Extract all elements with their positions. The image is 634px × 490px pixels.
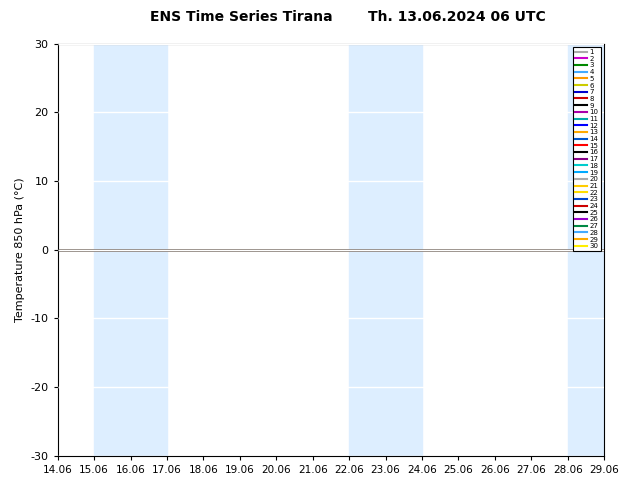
Bar [567, 44, 604, 456]
Text: ENS Time Series Tirana: ENS Time Series Tirana [150, 10, 332, 24]
Y-axis label: Temperature 850 hPa (°C): Temperature 850 hPa (°C) [15, 177, 25, 322]
Bar [349, 44, 422, 456]
Legend: 1, 2, 3, 4, 5, 6, 7, 8, 9, 10, 11, 12, 13, 14, 15, 16, 17, 18, 19, 20, 21, 22, 2: 1, 2, 3, 4, 5, 6, 7, 8, 9, 10, 11, 12, 1… [573, 47, 600, 251]
Bar [94, 44, 167, 456]
Text: Th. 13.06.2024 06 UTC: Th. 13.06.2024 06 UTC [368, 10, 545, 24]
